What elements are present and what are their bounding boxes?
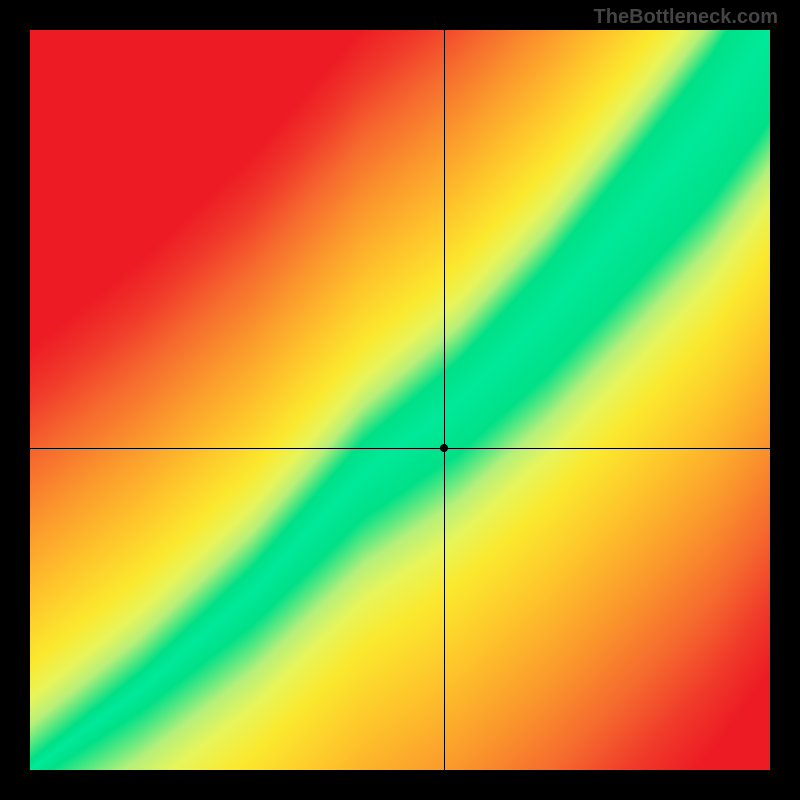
- crosshair-horizontal: [30, 448, 770, 449]
- watermark-text: TheBottleneck.com: [594, 6, 778, 29]
- heatmap-canvas: [30, 30, 770, 770]
- heatmap-plot: [30, 30, 770, 770]
- crosshair-marker[interactable]: [440, 444, 448, 452]
- crosshair-vertical: [444, 30, 445, 770]
